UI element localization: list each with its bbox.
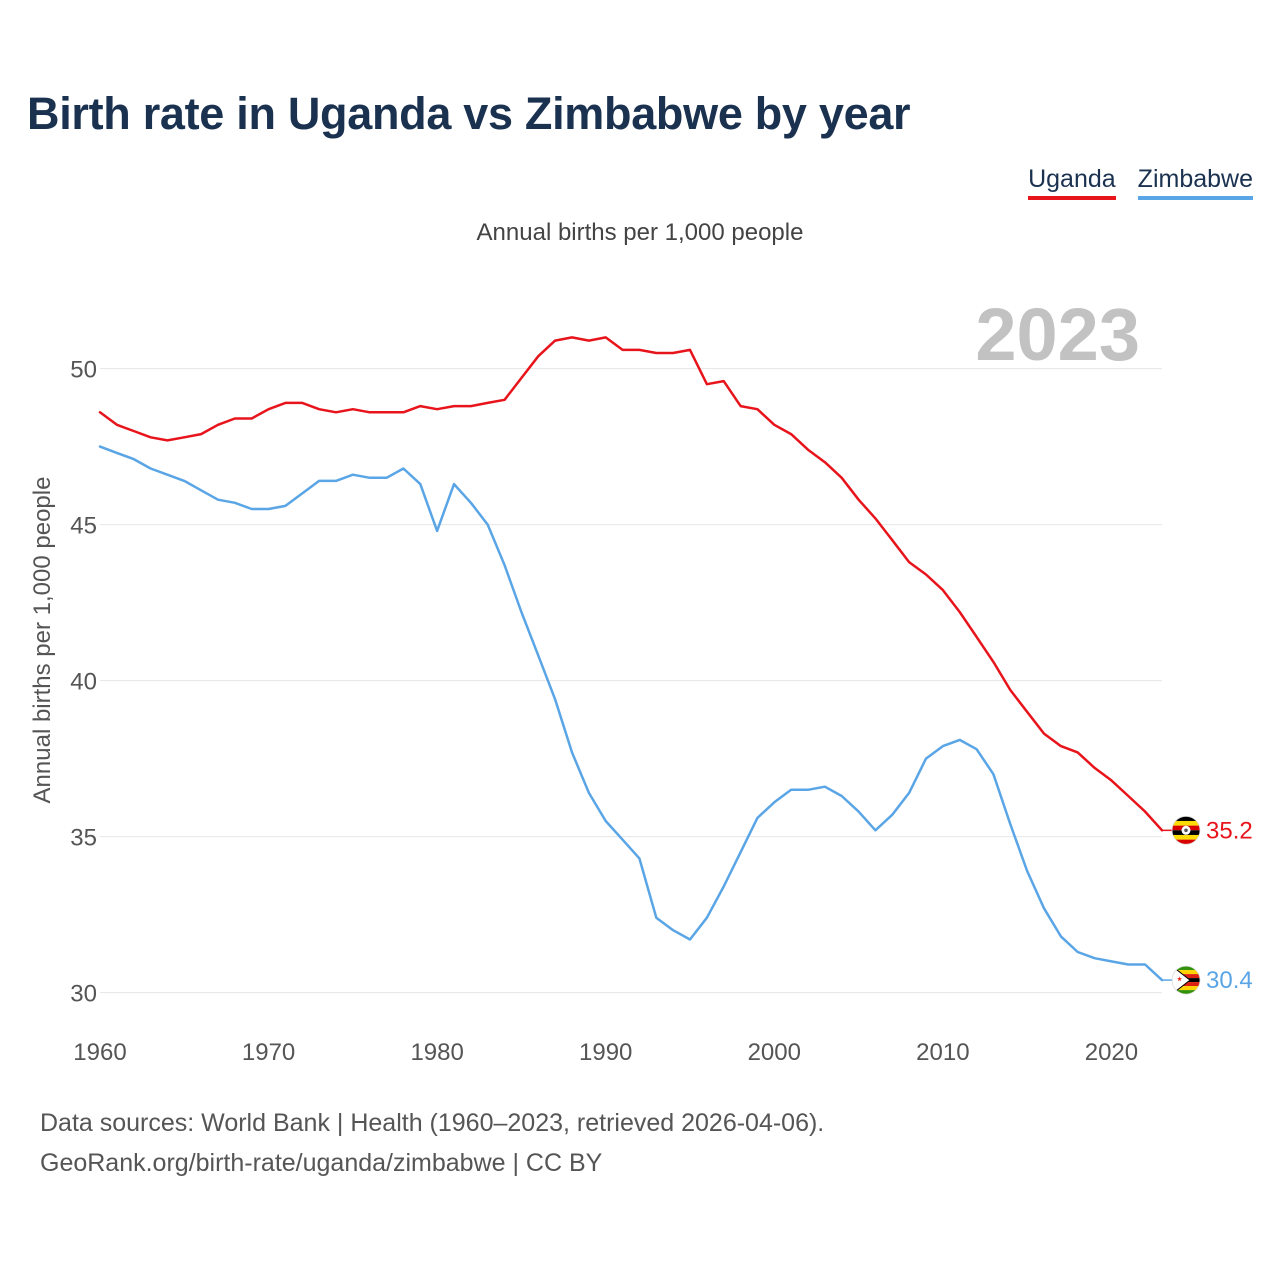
y-axis-label: Annual births per 1,000 people (29, 477, 56, 804)
y-axis-ticks: 30 35 40 45 50 (70, 357, 97, 1008)
x-tick-label: 1970 (242, 1039, 295, 1066)
y-tick-label: 50 (70, 357, 97, 384)
y-tick-label: 30 (70, 981, 97, 1008)
series-line-zimbabwe (98, 445, 1164, 982)
x-tick-label: 1980 (410, 1039, 463, 1066)
x-tick-label: 2010 (916, 1039, 969, 1066)
x-axis-ticks: 1960 1970 1980 1990 2000 2010 2020 (73, 1039, 1138, 1066)
y-tick-label: 35 (70, 825, 97, 852)
source-credit[interactable]: GeoRank.org/birth-rate/uganda/zimbabwe |… (40, 1149, 603, 1177)
chart-title: Birth rate in Uganda vs Zimbabwe by year (27, 88, 911, 139)
x-tick-label: 2000 (748, 1039, 801, 1066)
series-line-uganda (98, 336, 1164, 832)
x-tick-label: 2020 (1085, 1039, 1138, 1066)
legend-item-zimbabwe[interactable]: Zimbabwe (1137, 165, 1253, 200)
source-line: Data sources: World Bank | Health (1960–… (40, 1109, 825, 1137)
grid-lines (100, 368, 1162, 994)
zimbabwe-flag-icon (1171, 965, 1201, 995)
year-label: 2023 (975, 293, 1140, 376)
x-tick-label: 1960 (73, 1039, 126, 1066)
legend: Uganda Zimbabwe (1028, 165, 1253, 200)
series-lines (98, 336, 1172, 982)
end-value-label-zimbabwe: 30.4 (1206, 967, 1253, 994)
legend-item-uganda[interactable]: Uganda (1028, 165, 1116, 200)
chart-subtitle: Annual births per 1,000 people (477, 219, 804, 246)
y-tick-label: 45 (70, 513, 97, 540)
end-value-label-uganda: 35.2 (1206, 817, 1253, 844)
x-tick-label: 1990 (579, 1039, 632, 1066)
uganda-flag-icon (1171, 815, 1201, 845)
y-tick-label: 40 (70, 669, 97, 696)
source-note: Data sources: World Bank | Health (1960–… (40, 1103, 824, 1183)
